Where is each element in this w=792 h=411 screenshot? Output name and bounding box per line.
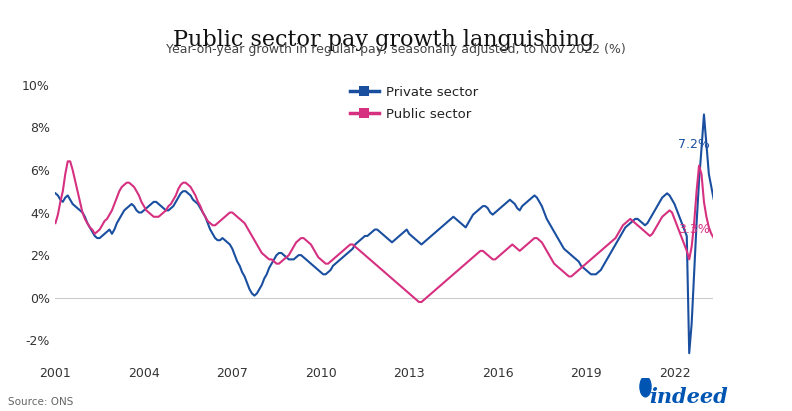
Text: indeed: indeed [649,387,728,407]
Legend: Private sector, Public sector: Private sector, Public sector [345,81,483,126]
Text: 3.3%: 3.3% [678,223,710,236]
Circle shape [640,376,651,397]
Text: Source: ONS: Source: ONS [8,397,74,407]
Text: Year-on-year growth in regular pay, seasonally adjusted, to Nov 2022 (%): Year-on-year growth in regular pay, seas… [166,43,626,56]
Title: Public sector pay growth languishing: Public sector pay growth languishing [173,29,595,51]
Text: 7.2%: 7.2% [678,138,710,151]
